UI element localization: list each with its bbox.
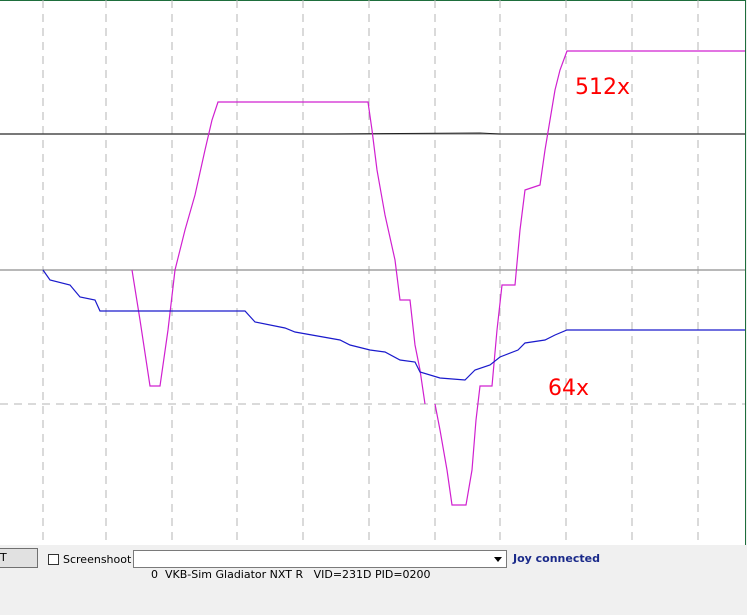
checkbox[interactable] bbox=[48, 554, 59, 565]
checkbox-label[interactable]: Screenshoot bbox=[63, 553, 132, 566]
plot-background bbox=[0, 0, 745, 545]
annotation: 512x bbox=[575, 75, 630, 100]
dropdown-arrow[interactable] bbox=[491, 552, 505, 566]
plot: 512x 64x bbox=[0, 0, 746, 545]
magenta-trace bbox=[434, 50, 745, 506]
toolbar: T Screenshoot 0 VKB-Sim Gladiator NXT R … bbox=[0, 545, 747, 581]
device-select[interactable]: 0 VKB-Sim Gladiator NXT R VID=231D PID=0… bbox=[133, 550, 507, 581]
magenta-trace bbox=[131, 101, 426, 405]
black-trace bbox=[0, 132, 745, 135]
grid bbox=[0, 0, 745, 545]
button[interactable]: T bbox=[0, 548, 38, 568]
status-text: Joy connected bbox=[513, 552, 600, 565]
page: 512x 64x T Screenshoot 0 VKB-Sim Gladiat… bbox=[0, 0, 747, 581]
blue-trace bbox=[42, 269, 745, 381]
annotation: 64x bbox=[548, 376, 589, 401]
